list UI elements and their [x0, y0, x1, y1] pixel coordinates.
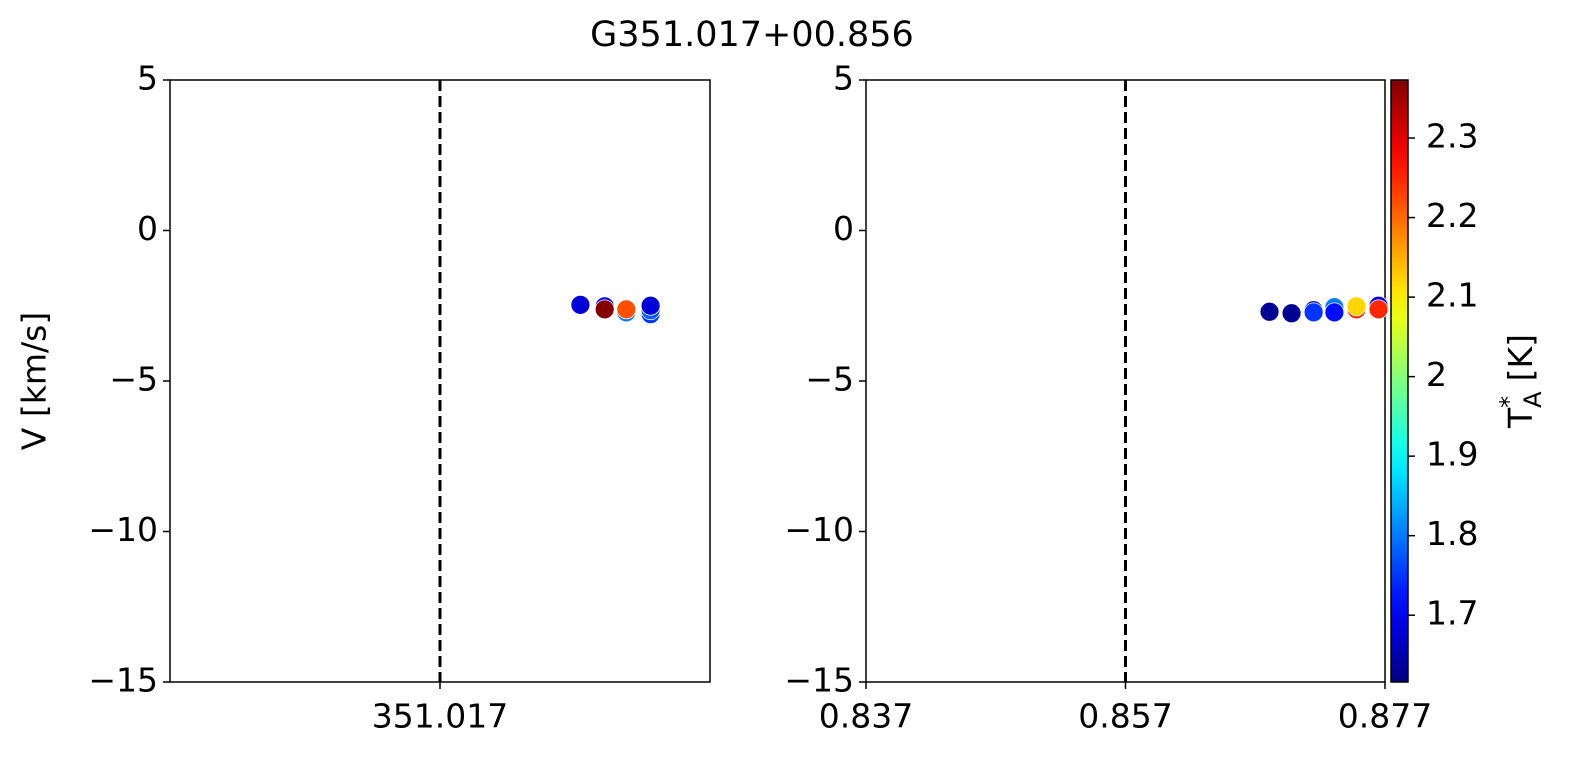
colorbar-tick-label: 1.7: [1426, 594, 1478, 633]
scatter-point: [616, 299, 637, 320]
y-tick-label: 0: [833, 209, 854, 248]
colorbar-tick-label: 2.1: [1426, 276, 1478, 315]
y-tick-label: −10: [784, 510, 854, 549]
x-tick-label: 0.877: [1338, 697, 1432, 736]
label-sub: A: [1519, 391, 1547, 408]
scatter-point: [1281, 303, 1302, 324]
x-tick-label: 351.017: [372, 697, 508, 736]
y-tick-label: −5: [805, 360, 854, 399]
colorbar-tick-label: 2.2: [1426, 196, 1478, 235]
colorbar-label: T*A [K]: [1495, 334, 1547, 429]
colorbar-tick-label: 2.3: [1426, 117, 1478, 156]
y-tick-label: 5: [833, 59, 854, 98]
colorbar-tick-label: 1.9: [1426, 435, 1478, 474]
label-sup: *: [1495, 396, 1523, 408]
label-unit: [K]: [1501, 334, 1540, 381]
scatter-point: [1303, 302, 1324, 323]
y-tick-label: −10: [88, 510, 158, 549]
figure-title: G351.017+00.856: [590, 15, 914, 55]
colorbar: [1390, 79, 1409, 683]
colorbar-tick-label: 2: [1426, 355, 1447, 394]
x-tick-label: 0.837: [819, 697, 913, 736]
y-axis-label: V [km/s]: [15, 312, 54, 450]
y-tick-label: −15: [784, 661, 854, 700]
scatter-point: [1324, 302, 1345, 323]
scatter-point: [1368, 299, 1389, 320]
y-tick-label: −15: [88, 661, 158, 700]
scatter-point: [1259, 301, 1280, 322]
scatter-point: [594, 299, 615, 320]
colorbar-tick-label: 1.8: [1426, 514, 1478, 553]
y-tick-label: 0: [137, 209, 158, 248]
label-base: T: [1501, 407, 1540, 429]
x-tick-label: 0.857: [1078, 697, 1172, 736]
y-tick-label: −5: [109, 360, 158, 399]
scatter-point: [640, 295, 661, 316]
scatter-point: [1346, 296, 1367, 317]
y-tick-label: 5: [137, 59, 158, 98]
scatter-point: [570, 294, 591, 315]
